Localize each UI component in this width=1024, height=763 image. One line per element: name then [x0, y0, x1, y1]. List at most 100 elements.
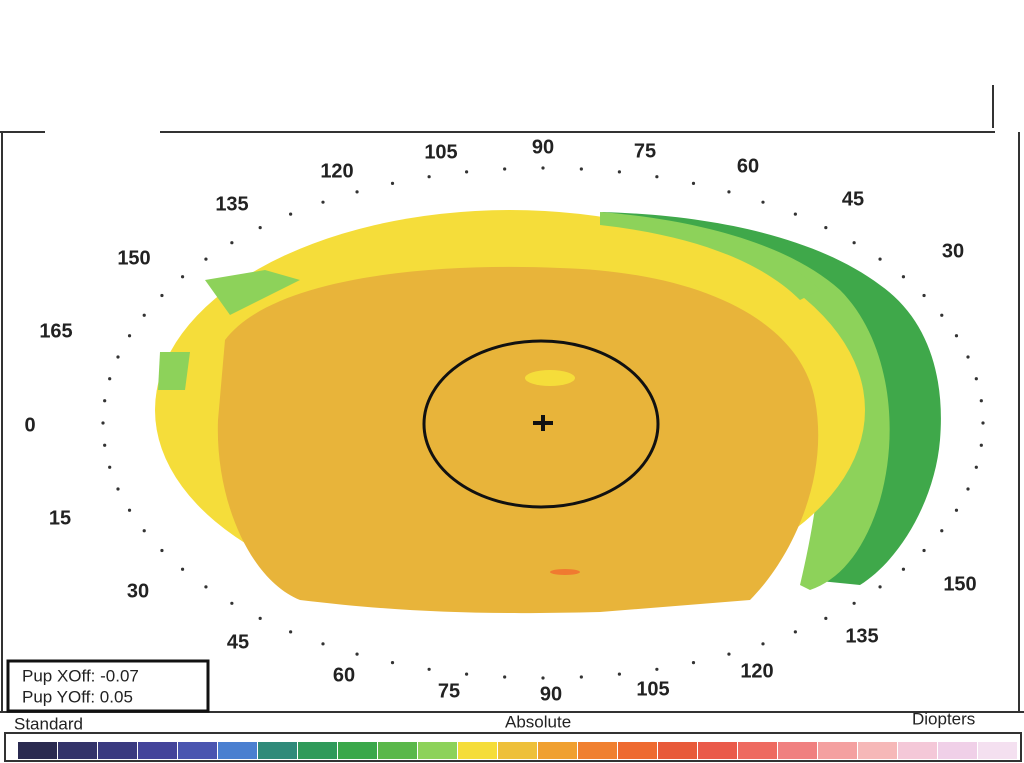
- color-swatch: [138, 742, 177, 759]
- angle-dot: [180, 275, 185, 279]
- angle-labels: 90 105 75 120 60 135 45 150 30 165 0 15 30 45 60 75 90 10…: [24, 136, 976, 705]
- angle-dot: [101, 421, 105, 425]
- color-swatch: [418, 742, 457, 759]
- color-swatch: [538, 742, 577, 759]
- angle-dot: [160, 548, 164, 553]
- angle-dot: [655, 175, 659, 179]
- angle-label: 150: [117, 247, 150, 269]
- angle-dot: [180, 567, 185, 571]
- angle-label: 75: [438, 680, 460, 702]
- angle-dot: [691, 661, 696, 665]
- angle-dot: [974, 377, 978, 381]
- angle-dot: [617, 170, 622, 174]
- angle-dot: [852, 601, 856, 605]
- angle-label: 120: [740, 660, 773, 682]
- angle-dot: [204, 257, 208, 261]
- scale-type: Absolute: [505, 712, 571, 731]
- angle-dot: [922, 293, 926, 298]
- angle-dot: [321, 642, 325, 646]
- angle-dot: [922, 548, 926, 553]
- angle-label: 30: [942, 240, 964, 262]
- angle-dot: [901, 275, 906, 279]
- angle-label: 90: [532, 136, 554, 158]
- color-swatch: [58, 742, 97, 759]
- color-swatch: [18, 742, 57, 759]
- angle-dot: [230, 241, 234, 245]
- angle-dot: [579, 167, 583, 171]
- angle-label: 90: [540, 683, 562, 705]
- angle-dot: [108, 377, 112, 381]
- angle-dot: [390, 181, 395, 185]
- color-swatch: [378, 742, 417, 759]
- angle-dot: [321, 200, 325, 204]
- angle-dot: [979, 399, 983, 403]
- angle-label: 120: [320, 160, 353, 182]
- angle-dot: [979, 443, 983, 447]
- angle-label: 60: [333, 664, 355, 686]
- angle-label: 30: [127, 580, 149, 602]
- angle-dot: [108, 465, 112, 469]
- angle-dot: [116, 355, 120, 359]
- color-swatch: [818, 742, 857, 759]
- angle-label: 165: [39, 320, 72, 342]
- angle-dot: [793, 630, 797, 634]
- angle-dot: [541, 676, 545, 680]
- angle-dot: [103, 399, 107, 403]
- color-swatch: [978, 742, 1017, 759]
- color-swatch: [698, 742, 737, 759]
- angle-label: 105: [424, 141, 457, 163]
- topography-map: [155, 210, 941, 614]
- angle-dot: [940, 529, 944, 533]
- angle-dot: [541, 166, 545, 170]
- color-swatch: [498, 742, 537, 759]
- angle-dot: [974, 465, 978, 469]
- angle-dots: [101, 166, 985, 680]
- angle-dot: [127, 508, 132, 512]
- angle-label: 150: [943, 573, 976, 595]
- angle-dot: [258, 226, 262, 230]
- angle-dot: [852, 241, 856, 245]
- color-swatch: [458, 742, 497, 759]
- color-swatch: [778, 742, 817, 759]
- angle-dot: [127, 334, 132, 338]
- angle-dot: [761, 642, 765, 646]
- angle-dot: [427, 667, 431, 671]
- angle-label: 60: [737, 155, 759, 177]
- angle-dot: [727, 652, 731, 656]
- angle-dot: [116, 487, 120, 491]
- angle-label: 75: [634, 140, 656, 162]
- angle-label: 105: [636, 678, 669, 700]
- angle-dot: [940, 313, 944, 317]
- angle-dot: [390, 661, 395, 665]
- angle-dot: [355, 652, 359, 656]
- angle-dot: [160, 293, 164, 298]
- angle-dot: [954, 508, 959, 512]
- scale-mode: Standard: [14, 714, 83, 733]
- angle-label: 0: [24, 414, 35, 436]
- angle-dot: [464, 170, 469, 174]
- angle-label: 135: [845, 625, 878, 647]
- color-swatch: [218, 742, 257, 759]
- angle-dot: [761, 200, 765, 204]
- angle-dot: [427, 175, 431, 179]
- pupil-y-offset: Pup YOff: 0.05: [22, 687, 133, 706]
- angle-dot: [727, 190, 731, 194]
- color-swatch: [298, 742, 337, 759]
- angle-dot: [204, 585, 208, 589]
- angle-dot: [878, 257, 882, 261]
- color-swatch: [618, 742, 657, 759]
- angle-label: 45: [227, 631, 249, 653]
- color-swatch: [858, 742, 897, 759]
- angle-dot: [289, 212, 293, 216]
- angle-dot: [103, 443, 107, 447]
- angle-dot: [954, 334, 959, 338]
- angle-dot: [355, 190, 359, 194]
- angle-dot: [691, 181, 696, 185]
- color-swatch: [178, 742, 217, 759]
- color-swatch: [938, 742, 977, 759]
- angle-dot: [289, 630, 293, 634]
- angle-dot: [966, 487, 970, 491]
- angle-dot: [464, 672, 469, 676]
- color-swatch: [338, 742, 377, 759]
